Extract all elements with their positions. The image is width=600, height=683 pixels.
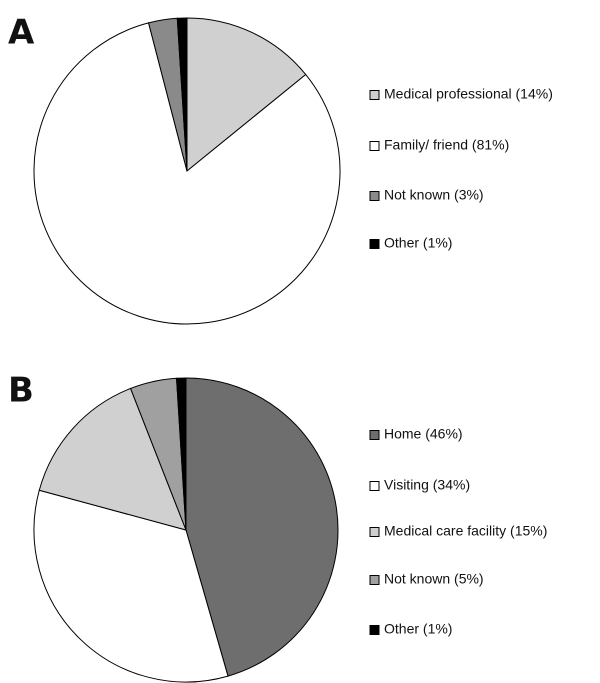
legend-label: Family/ friend (81%) [384, 137, 509, 153]
legend-label: Other (1%) [384, 621, 452, 637]
legend-swatch [369, 481, 380, 491]
pie-slice [33, 489, 229, 683]
legend-label: Medical care facility (15%) [384, 523, 547, 539]
legend-label: Home (46%) [384, 426, 463, 442]
legend-swatch [369, 239, 380, 249]
legend-label: Not known (3%) [384, 187, 484, 203]
pie-slice [38, 387, 187, 531]
pie-slice [186, 17, 307, 173]
legend-label: Other (1%) [384, 235, 452, 251]
legend-swatch [369, 575, 380, 585]
legend-label: Visiting (34%) [384, 477, 470, 493]
legend-swatch [369, 141, 380, 151]
panel-label: B [8, 371, 34, 411]
legend-label: Medical professional (14%) [384, 86, 553, 102]
legend-swatch [369, 625, 380, 635]
panel-label: A [8, 13, 35, 53]
pie-slice [176, 17, 188, 172]
legend-swatch [369, 90, 380, 100]
legend-swatch [369, 430, 380, 440]
pie-slice [185, 377, 339, 677]
pie-slice [33, 22, 341, 325]
legend-swatch [369, 191, 380, 201]
legend-swatch [369, 527, 380, 537]
legend-label: Not known (5%) [384, 571, 484, 587]
pie-slice [176, 377, 187, 531]
